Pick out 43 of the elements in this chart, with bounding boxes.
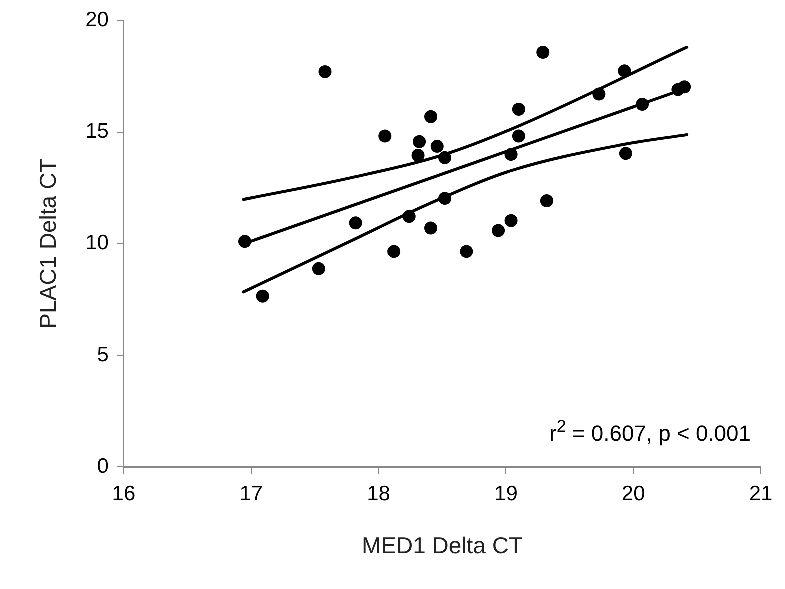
line-series	[242, 46, 689, 202]
point	[492, 224, 506, 238]
point	[504, 214, 518, 228]
point	[678, 80, 692, 94]
point	[402, 210, 416, 224]
point	[430, 140, 444, 154]
point	[512, 130, 526, 143]
line-series	[242, 133, 689, 294]
point	[378, 130, 392, 143]
y-tick-label: 15	[86, 120, 109, 144]
x-tick-label: 18	[367, 482, 390, 506]
point	[512, 102, 526, 116]
y-tick-label: 0	[97, 454, 109, 478]
point	[388, 245, 401, 258]
y-tick-label: 20	[86, 8, 109, 32]
point	[438, 192, 452, 206]
point	[536, 46, 550, 60]
x-axis-title: MED1 Delta CT	[362, 532, 524, 559]
point	[412, 148, 425, 162]
point	[312, 262, 326, 276]
point	[424, 222, 438, 235]
point	[438, 151, 452, 164]
x-tick-label: 17	[240, 482, 264, 506]
point	[636, 98, 650, 112]
point	[238, 235, 252, 248]
point	[349, 216, 362, 230]
point	[619, 147, 632, 160]
point	[460, 245, 474, 258]
point	[592, 88, 606, 101]
y-tick-label: 10	[86, 232, 109, 255]
point	[540, 194, 554, 208]
point	[318, 65, 332, 78]
y-tick-label: 5	[97, 343, 109, 366]
y-axis-title: PLAC1 Delta CT	[35, 158, 62, 329]
x-tick-label: 19	[494, 482, 518, 506]
point	[424, 110, 438, 124]
point	[256, 290, 270, 303]
x-tick-label: 20	[622, 482, 646, 506]
x-tick-label: 21	[749, 482, 773, 506]
point	[504, 148, 518, 162]
x-tick-label: 16	[112, 482, 136, 506]
point	[618, 64, 632, 78]
point	[413, 135, 426, 148]
